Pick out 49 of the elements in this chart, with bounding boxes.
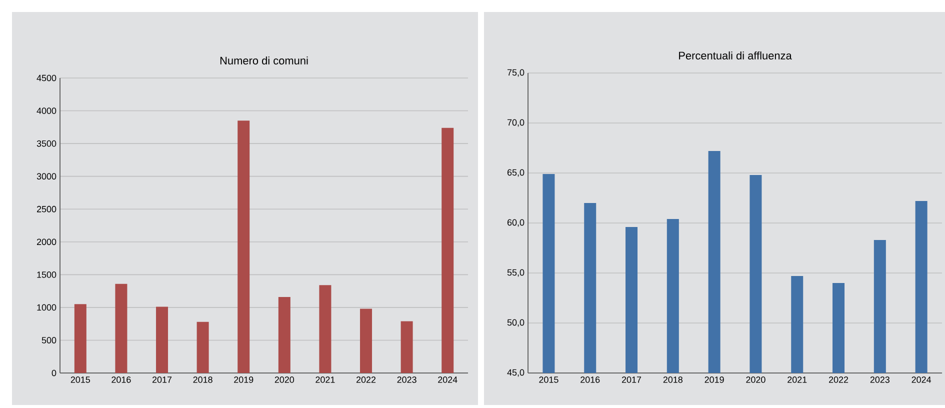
bar xyxy=(115,284,128,373)
x-tick-label: 2018 xyxy=(663,376,682,383)
x-tick-label: 2018 xyxy=(193,376,212,383)
x-tick-label: 2015 xyxy=(70,376,90,383)
y-tick-label: 4500 xyxy=(36,74,56,82)
y-tick-label: 4000 xyxy=(36,108,56,114)
y-tick-label: 3000 xyxy=(36,173,56,180)
x-tick-label: 2023 xyxy=(397,376,416,383)
bar xyxy=(278,296,290,373)
x-tick-label: 2016 xyxy=(112,376,131,383)
y-tick-label: 60,0 xyxy=(507,219,524,227)
x-tick-label: 2020 xyxy=(746,376,766,383)
x-tick-label: 2022 xyxy=(356,376,376,383)
x-tick-label: 2019 xyxy=(704,376,724,383)
y-tick-label: 1500 xyxy=(37,271,56,278)
x-tick-label: 2020 xyxy=(274,376,294,383)
bar xyxy=(400,321,413,373)
x-tick-label: 2022 xyxy=(829,376,848,383)
bar xyxy=(238,120,250,373)
bar xyxy=(442,128,454,373)
x-tick-label: 2015 xyxy=(539,376,558,383)
y-tick-label: 500 xyxy=(42,337,56,344)
x-tick-label: 2019 xyxy=(234,376,254,383)
x-tick-label: 2024 xyxy=(912,376,932,383)
x-tick-label: 2017 xyxy=(152,376,172,383)
x-tick-label: 2021 xyxy=(316,376,335,383)
x-tick-label: 2016 xyxy=(580,376,600,383)
y-tick-label: 50,0 xyxy=(507,319,524,327)
bar xyxy=(319,285,332,373)
bar xyxy=(74,304,86,373)
y-tick-label: 2500 xyxy=(36,206,56,212)
bar xyxy=(156,306,168,373)
bar xyxy=(360,308,372,373)
y-tick-label: 0 xyxy=(52,370,56,376)
y-tick-label: 1000 xyxy=(37,304,56,311)
bar xyxy=(196,322,209,373)
x-tick-label: 2023 xyxy=(870,376,890,383)
chart-title: Percentuali di affluenza xyxy=(679,51,792,60)
y-tick-label: 3500 xyxy=(36,140,56,147)
y-tick-label: 75,0 xyxy=(507,69,524,77)
y-tick-label: 45,0 xyxy=(507,369,524,377)
y-tick-label: 2000 xyxy=(36,238,56,246)
y-tick-label: 65,0 xyxy=(507,169,524,177)
chart-title: Numero di comuni xyxy=(220,56,308,65)
y-tick-label: 55,0 xyxy=(507,269,524,277)
x-tick-label: 2021 xyxy=(788,376,807,383)
x-tick-label: 2024 xyxy=(438,376,458,383)
x-tick-label: 2017 xyxy=(622,376,642,383)
y-tick-label: 70,0 xyxy=(507,119,524,127)
